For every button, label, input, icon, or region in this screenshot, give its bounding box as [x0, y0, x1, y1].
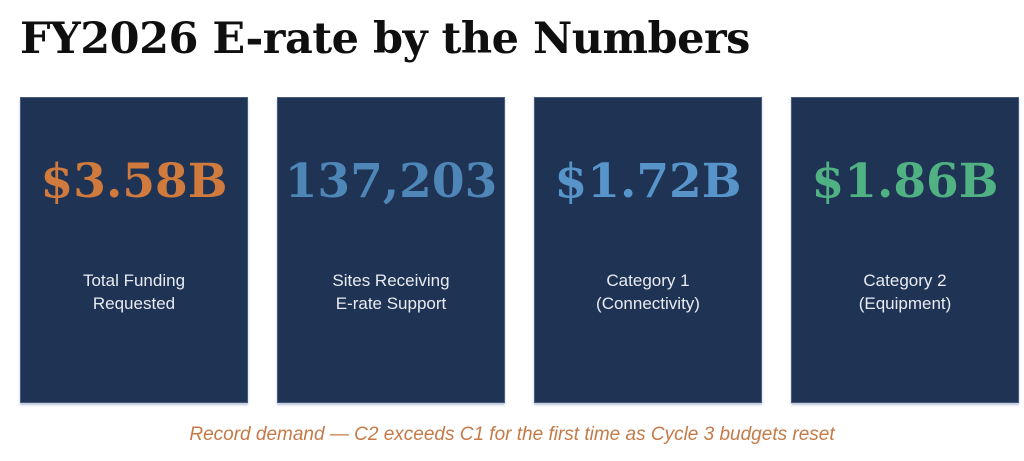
footnote-caption: Record demand — C2 exceeds C1 for the fi…: [189, 424, 835, 445]
stat-value: $1.86B: [811, 154, 999, 209]
stat-card-category-2: $1.86B Category 2 (Equipment): [791, 97, 1019, 403]
stat-label: Sites Receiving E-rate Support: [332, 270, 450, 313]
stat-cards-row: $3.58B Total Funding Requested 137,203 S…: [20, 97, 1019, 403]
stat-card-sites: 137,203 Sites Receiving E-rate Support: [277, 97, 505, 403]
stat-label: Category 1 (Connectivity): [596, 270, 700, 313]
page-title: FY2026 E-rate by the Numbers: [20, 14, 750, 64]
stat-value: $3.58B: [40, 154, 228, 209]
stat-value: $1.72B: [554, 154, 742, 209]
stat-label: Category 2 (Equipment): [858, 270, 952, 313]
stat-card-total-funding: $3.58B Total Funding Requested: [20, 97, 248, 403]
stat-label: Total Funding Requested: [82, 270, 186, 313]
stat-value: 137,203: [284, 154, 498, 209]
stat-card-category-1: $1.72B Category 1 (Connectivity): [534, 97, 762, 403]
